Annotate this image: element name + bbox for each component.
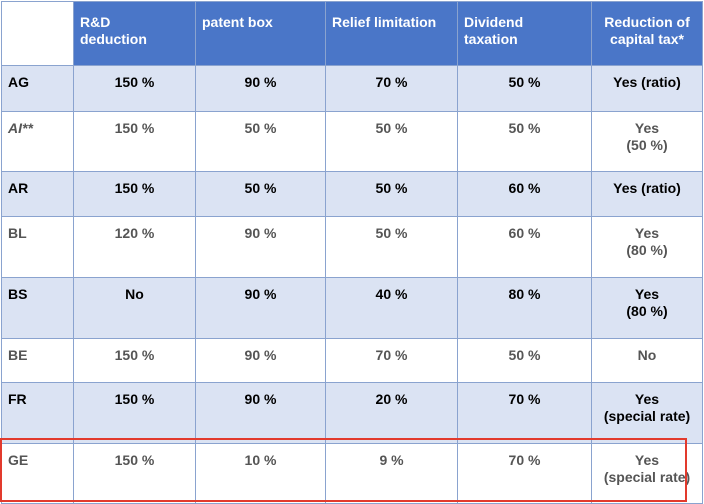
- relief-cell: 40 %: [325, 277, 458, 339]
- capital-cell: Yes (ratio): [591, 171, 703, 217]
- header-capital-tax-reduction: Reduction of capital tax*: [591, 1, 703, 66]
- relief-cell: 50 %: [325, 171, 458, 217]
- dividend-cell: 60 %: [457, 216, 592, 278]
- header-rd-deduction: R&D deduction: [73, 1, 196, 66]
- patent-cell: 10 %: [195, 443, 326, 504]
- canton-cell: BE: [1, 338, 74, 383]
- rd-cell: 120 %: [73, 216, 196, 278]
- rd-cell: 150 %: [73, 382, 196, 444]
- relief-cell: 50 %: [325, 216, 458, 278]
- table-row: BL 120 % 90 % 50 % 60 % Yes (80 %): [1, 216, 703, 278]
- patent-cell: 90 %: [195, 277, 326, 339]
- patent-cell: 90 %: [195, 382, 326, 444]
- relief-cell: 70 %: [325, 338, 458, 383]
- canton-cell: BS: [1, 277, 74, 339]
- table-row: GE 150 % 10 % 9 % 70 % Yes (special rate…: [1, 443, 703, 504]
- capital-cell: Yes (special rate): [591, 382, 703, 444]
- capital-cell: Yes (80 %): [591, 216, 703, 278]
- patent-cell: 90 %: [195, 65, 326, 112]
- canton-cell: AR: [1, 171, 74, 217]
- canton-cell: AI**: [1, 111, 74, 172]
- relief-cell: 20 %: [325, 382, 458, 444]
- capital-cell: Yes (80 %): [591, 277, 703, 339]
- table-row: FR 150 % 90 % 20 % 70 % Yes (special rat…: [1, 382, 703, 444]
- capital-cell: No: [591, 338, 703, 383]
- relief-cell: 50 %: [325, 111, 458, 172]
- dividend-cell: 70 %: [457, 443, 592, 504]
- capital-cell: Yes (ratio): [591, 65, 703, 112]
- canton-cell: FR: [1, 382, 74, 444]
- corner-cell: [1, 1, 74, 66]
- table-row: BS No 90 % 40 % 80 % Yes (80 %): [1, 277, 703, 339]
- relief-cell: 9 %: [325, 443, 458, 504]
- header-patent-box: patent box: [195, 1, 326, 66]
- table-row: BE 150 % 90 % 70 % 50 % No: [1, 338, 703, 383]
- rd-cell: No: [73, 277, 196, 339]
- dividend-cell: 50 %: [457, 111, 592, 172]
- canton-cell: GE: [1, 443, 74, 504]
- rd-cell: 150 %: [73, 443, 196, 504]
- patent-cell: 50 %: [195, 111, 326, 172]
- dividend-cell: 60 %: [457, 171, 592, 217]
- capital-cell: Yes (special rate): [591, 443, 703, 504]
- table-row: AI** 150 % 50 % 50 % 50 % Yes (50 %): [1, 111, 703, 172]
- table-row: AR 150 % 50 % 50 % 60 % Yes (ratio): [1, 171, 703, 217]
- rd-cell: 150 %: [73, 111, 196, 172]
- canton-cell: AG: [1, 65, 74, 112]
- rd-cell: 150 %: [73, 171, 196, 217]
- header-dividend-taxation: Dividend taxation: [457, 1, 592, 66]
- dividend-cell: 50 %: [457, 65, 592, 112]
- dividend-cell: 80 %: [457, 277, 592, 339]
- patent-cell: 50 %: [195, 171, 326, 217]
- header-row: R&D deduction patent box Relief limitati…: [1, 1, 703, 66]
- rd-cell: 150 %: [73, 338, 196, 383]
- header-relief-limitation: Relief limitation: [325, 1, 458, 66]
- dividend-cell: 70 %: [457, 382, 592, 444]
- patent-cell: 90 %: [195, 338, 326, 383]
- canton-cell: BL: [1, 216, 74, 278]
- relief-cell: 70 %: [325, 65, 458, 112]
- dividend-cell: 50 %: [457, 338, 592, 383]
- rd-cell: 150 %: [73, 65, 196, 112]
- table-row: AG 150 % 90 % 70 % 50 % Yes (ratio): [1, 65, 703, 112]
- patent-cell: 90 %: [195, 216, 326, 278]
- capital-cell: Yes (50 %): [591, 111, 703, 172]
